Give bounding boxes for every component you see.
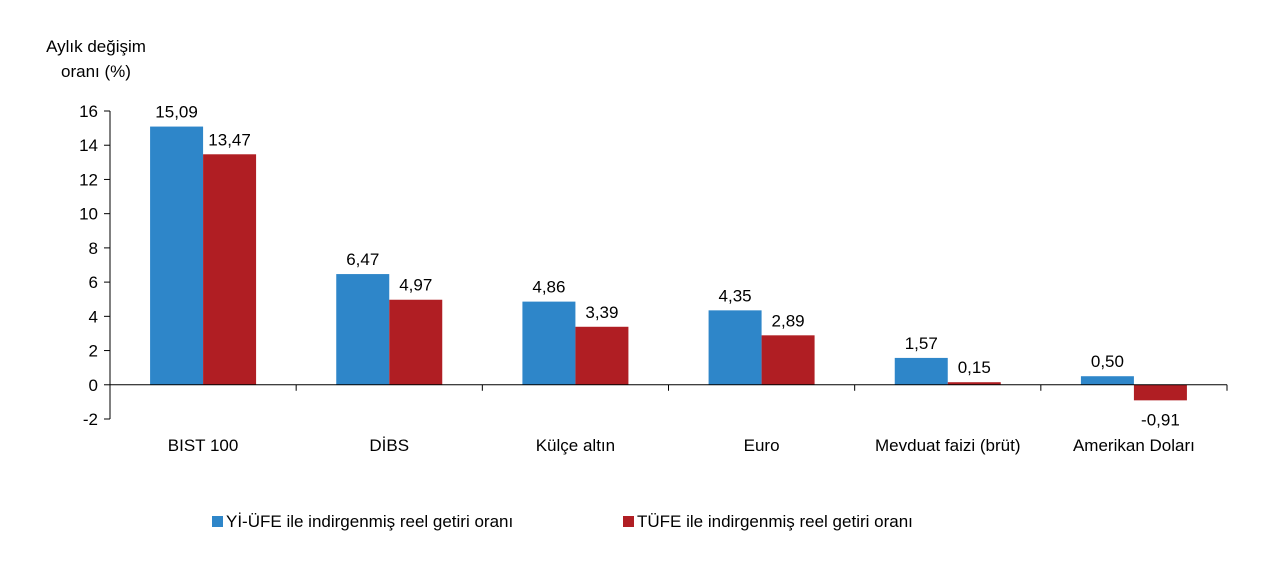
value-label: -0,91 — [1141, 410, 1180, 429]
bar-series-1 — [708, 310, 762, 385]
y-tick-label: 16 — [79, 102, 98, 121]
value-label: 6,47 — [346, 250, 379, 269]
bar-series-2 — [1133, 384, 1187, 401]
legend-label-series-2: TÜFE ile indirgenmiş reel getiri oranı — [637, 512, 913, 531]
bar-series-1 — [1080, 376, 1134, 385]
y-tick-label: 0 — [89, 376, 98, 395]
y-tick-label: 2 — [89, 342, 98, 361]
value-label: 2,89 — [772, 311, 805, 330]
y-tick-label: 12 — [79, 170, 98, 189]
y-tick-label: 4 — [89, 307, 98, 326]
value-label: 4,86 — [532, 278, 565, 297]
x-category-label: Mevduat faizi (brüt) — [875, 436, 1021, 455]
bar-series-1 — [150, 126, 204, 385]
legend-label-series-1: Yİ-ÜFE ile indirgenmiş reel getiri oranı — [226, 512, 513, 531]
y-axis: -2 0 2 4 6 8 10 12 14 16 — [79, 102, 111, 429]
x-category-label: DİBS — [369, 436, 409, 455]
bar-series-2 — [575, 326, 629, 385]
value-label: 0,15 — [958, 358, 991, 377]
value-label: 4,97 — [399, 276, 432, 295]
data-labels: 15,09 13,47 6,47 4,97 4,86 3,39 4,35 2,89 1,57 0,… — [155, 103, 1179, 430]
x-category-label: Külçe altın — [536, 436, 615, 455]
y-tick-label: 10 — [79, 205, 98, 224]
bar-series-1 — [336, 274, 390, 385]
y-tick-label: -2 — [83, 410, 98, 429]
legend: Yİ-ÜFE ile indirgenmiş reel getiri oranı… — [212, 512, 913, 531]
value-label: 13,47 — [208, 130, 251, 149]
bars — [150, 126, 1187, 401]
value-label: 3,39 — [585, 303, 618, 322]
legend-swatch-series-2 — [623, 516, 634, 527]
bar-series-2 — [203, 154, 257, 385]
y-tick-label: 6 — [89, 273, 98, 292]
y-axis-title-line-1: Aylık değişim — [46, 37, 146, 56]
value-label: 0,50 — [1091, 352, 1124, 371]
bar-series-2 — [947, 382, 1001, 385]
bar-series-1 — [894, 357, 948, 385]
y-tick-label: 8 — [89, 239, 98, 258]
value-label: 15,09 — [155, 103, 198, 122]
y-axis-title-line-2: oranı (%) — [61, 62, 131, 81]
bar-series-1 — [522, 301, 576, 385]
x-category-label: Amerikan Doları — [1073, 436, 1195, 455]
bar-series-2 — [389, 299, 443, 385]
y-axis-title: Aylık değişim oranı (%) — [46, 37, 146, 81]
x-category-label: Euro — [744, 436, 780, 455]
legend-swatch-series-1 — [212, 516, 223, 527]
x-axis: BIST 100 DİBS Külçe altın Euro Mevduat faizi… — [109, 384, 1228, 455]
bar-series-2 — [761, 335, 815, 385]
value-label: 1,57 — [905, 334, 938, 353]
x-category-label: BIST 100 — [168, 436, 239, 455]
y-tick-label: 14 — [79, 136, 98, 155]
value-label: 4,35 — [719, 286, 752, 305]
